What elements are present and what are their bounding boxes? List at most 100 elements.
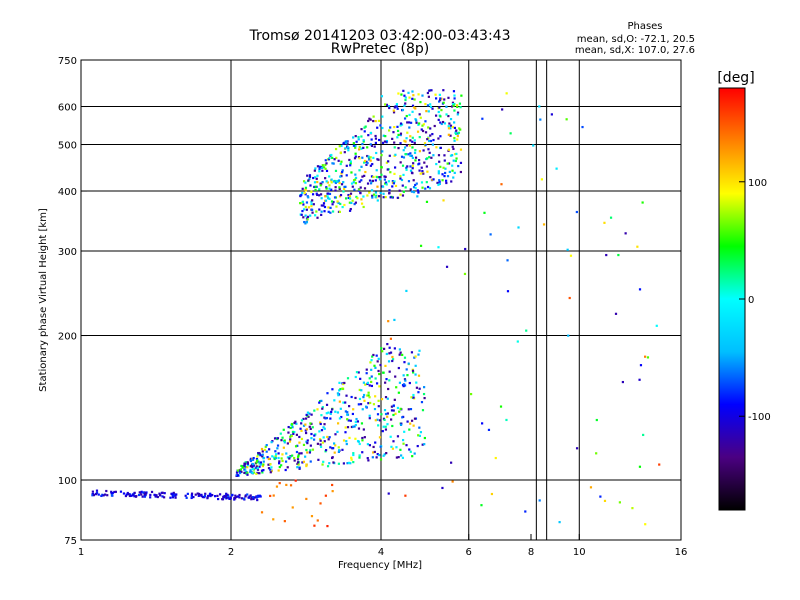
data-point (457, 164, 460, 168)
data-point (494, 456, 497, 460)
data-point (354, 144, 357, 148)
data-point (352, 181, 355, 184)
data-point (360, 135, 363, 138)
data-point (329, 412, 332, 415)
data-point (366, 443, 369, 446)
data-point (222, 495, 225, 498)
data-point (451, 480, 454, 483)
data-point (368, 158, 371, 161)
data-point (424, 143, 427, 147)
data-point (405, 289, 408, 293)
data-point (275, 485, 279, 488)
data-point (459, 170, 462, 174)
data-point (302, 424, 306, 427)
data-point (401, 353, 404, 357)
data-point (440, 97, 443, 100)
data-point (254, 467, 257, 470)
data-point (439, 146, 442, 149)
data-point (433, 124, 436, 128)
data-point (349, 162, 352, 165)
data-point (411, 455, 414, 458)
data-point (416, 130, 420, 133)
data-point (367, 391, 370, 394)
data-point (413, 98, 416, 101)
data-point (350, 395, 353, 399)
data-point (415, 121, 418, 124)
data-point (327, 438, 330, 441)
data-point (316, 174, 319, 177)
data-point (409, 408, 413, 411)
data-point (250, 496, 253, 499)
data-point (256, 459, 259, 462)
data-point (200, 493, 203, 496)
data-point (322, 202, 326, 205)
data-point (500, 183, 503, 186)
data-point (317, 458, 320, 461)
data-point (296, 444, 299, 447)
phases-mean-x: mean, sd,X: 107.0, 27.6 (575, 45, 695, 56)
data-point (391, 180, 394, 183)
data-point (226, 493, 229, 496)
data-point (379, 363, 382, 367)
data-point (392, 131, 395, 134)
data-point (365, 163, 368, 166)
data-point (185, 496, 188, 499)
data-point (387, 320, 390, 323)
data-point (244, 466, 247, 469)
data-point (397, 366, 400, 370)
data-point (447, 127, 451, 130)
data-point (251, 463, 254, 466)
data-point (387, 360, 391, 363)
data-point (251, 496, 255, 499)
data-point (239, 471, 242, 475)
data-point (324, 159, 327, 162)
data-point (277, 462, 281, 465)
data-point (425, 110, 428, 113)
data-point (366, 194, 369, 197)
data-point (391, 196, 394, 199)
data-point (297, 454, 300, 457)
data-point (429, 105, 433, 109)
data-point (368, 179, 372, 182)
data-point (379, 445, 382, 448)
data-point (340, 160, 343, 163)
data-point (163, 492, 166, 495)
data-point (405, 168, 408, 171)
data-point (354, 396, 357, 400)
data-point (316, 519, 319, 522)
data-point (378, 176, 381, 179)
data-point (377, 357, 380, 360)
phases-heading: Phases (627, 21, 662, 32)
data-point (392, 409, 395, 412)
data-point (322, 436, 325, 439)
data-point (416, 189, 419, 192)
data-point (339, 202, 342, 206)
x-axis-ticks: 1 2 4 6 8 10 16 (78, 534, 687, 558)
data-point (418, 122, 421, 125)
data-point (366, 381, 370, 384)
data-point (450, 461, 453, 464)
y-tick-label: 400 (58, 187, 77, 198)
data-point (404, 186, 407, 189)
data-point (382, 425, 385, 428)
data-point (438, 160, 441, 163)
data-point (402, 385, 405, 388)
data-point (451, 154, 454, 157)
data-point (97, 493, 100, 496)
data-point (368, 384, 371, 387)
data-point (384, 428, 388, 431)
data-point (410, 154, 413, 157)
data-point (408, 121, 411, 124)
data-point (331, 483, 334, 487)
data-point (516, 340, 519, 343)
data-point (382, 347, 386, 350)
data-point (365, 368, 368, 371)
data-point (319, 421, 322, 424)
grid-lines (81, 60, 681, 540)
data-point (270, 441, 273, 444)
data-point (285, 452, 288, 455)
data-point (334, 433, 337, 436)
data-point (304, 189, 308, 192)
data-point (328, 462, 331, 465)
data-point (316, 193, 319, 197)
